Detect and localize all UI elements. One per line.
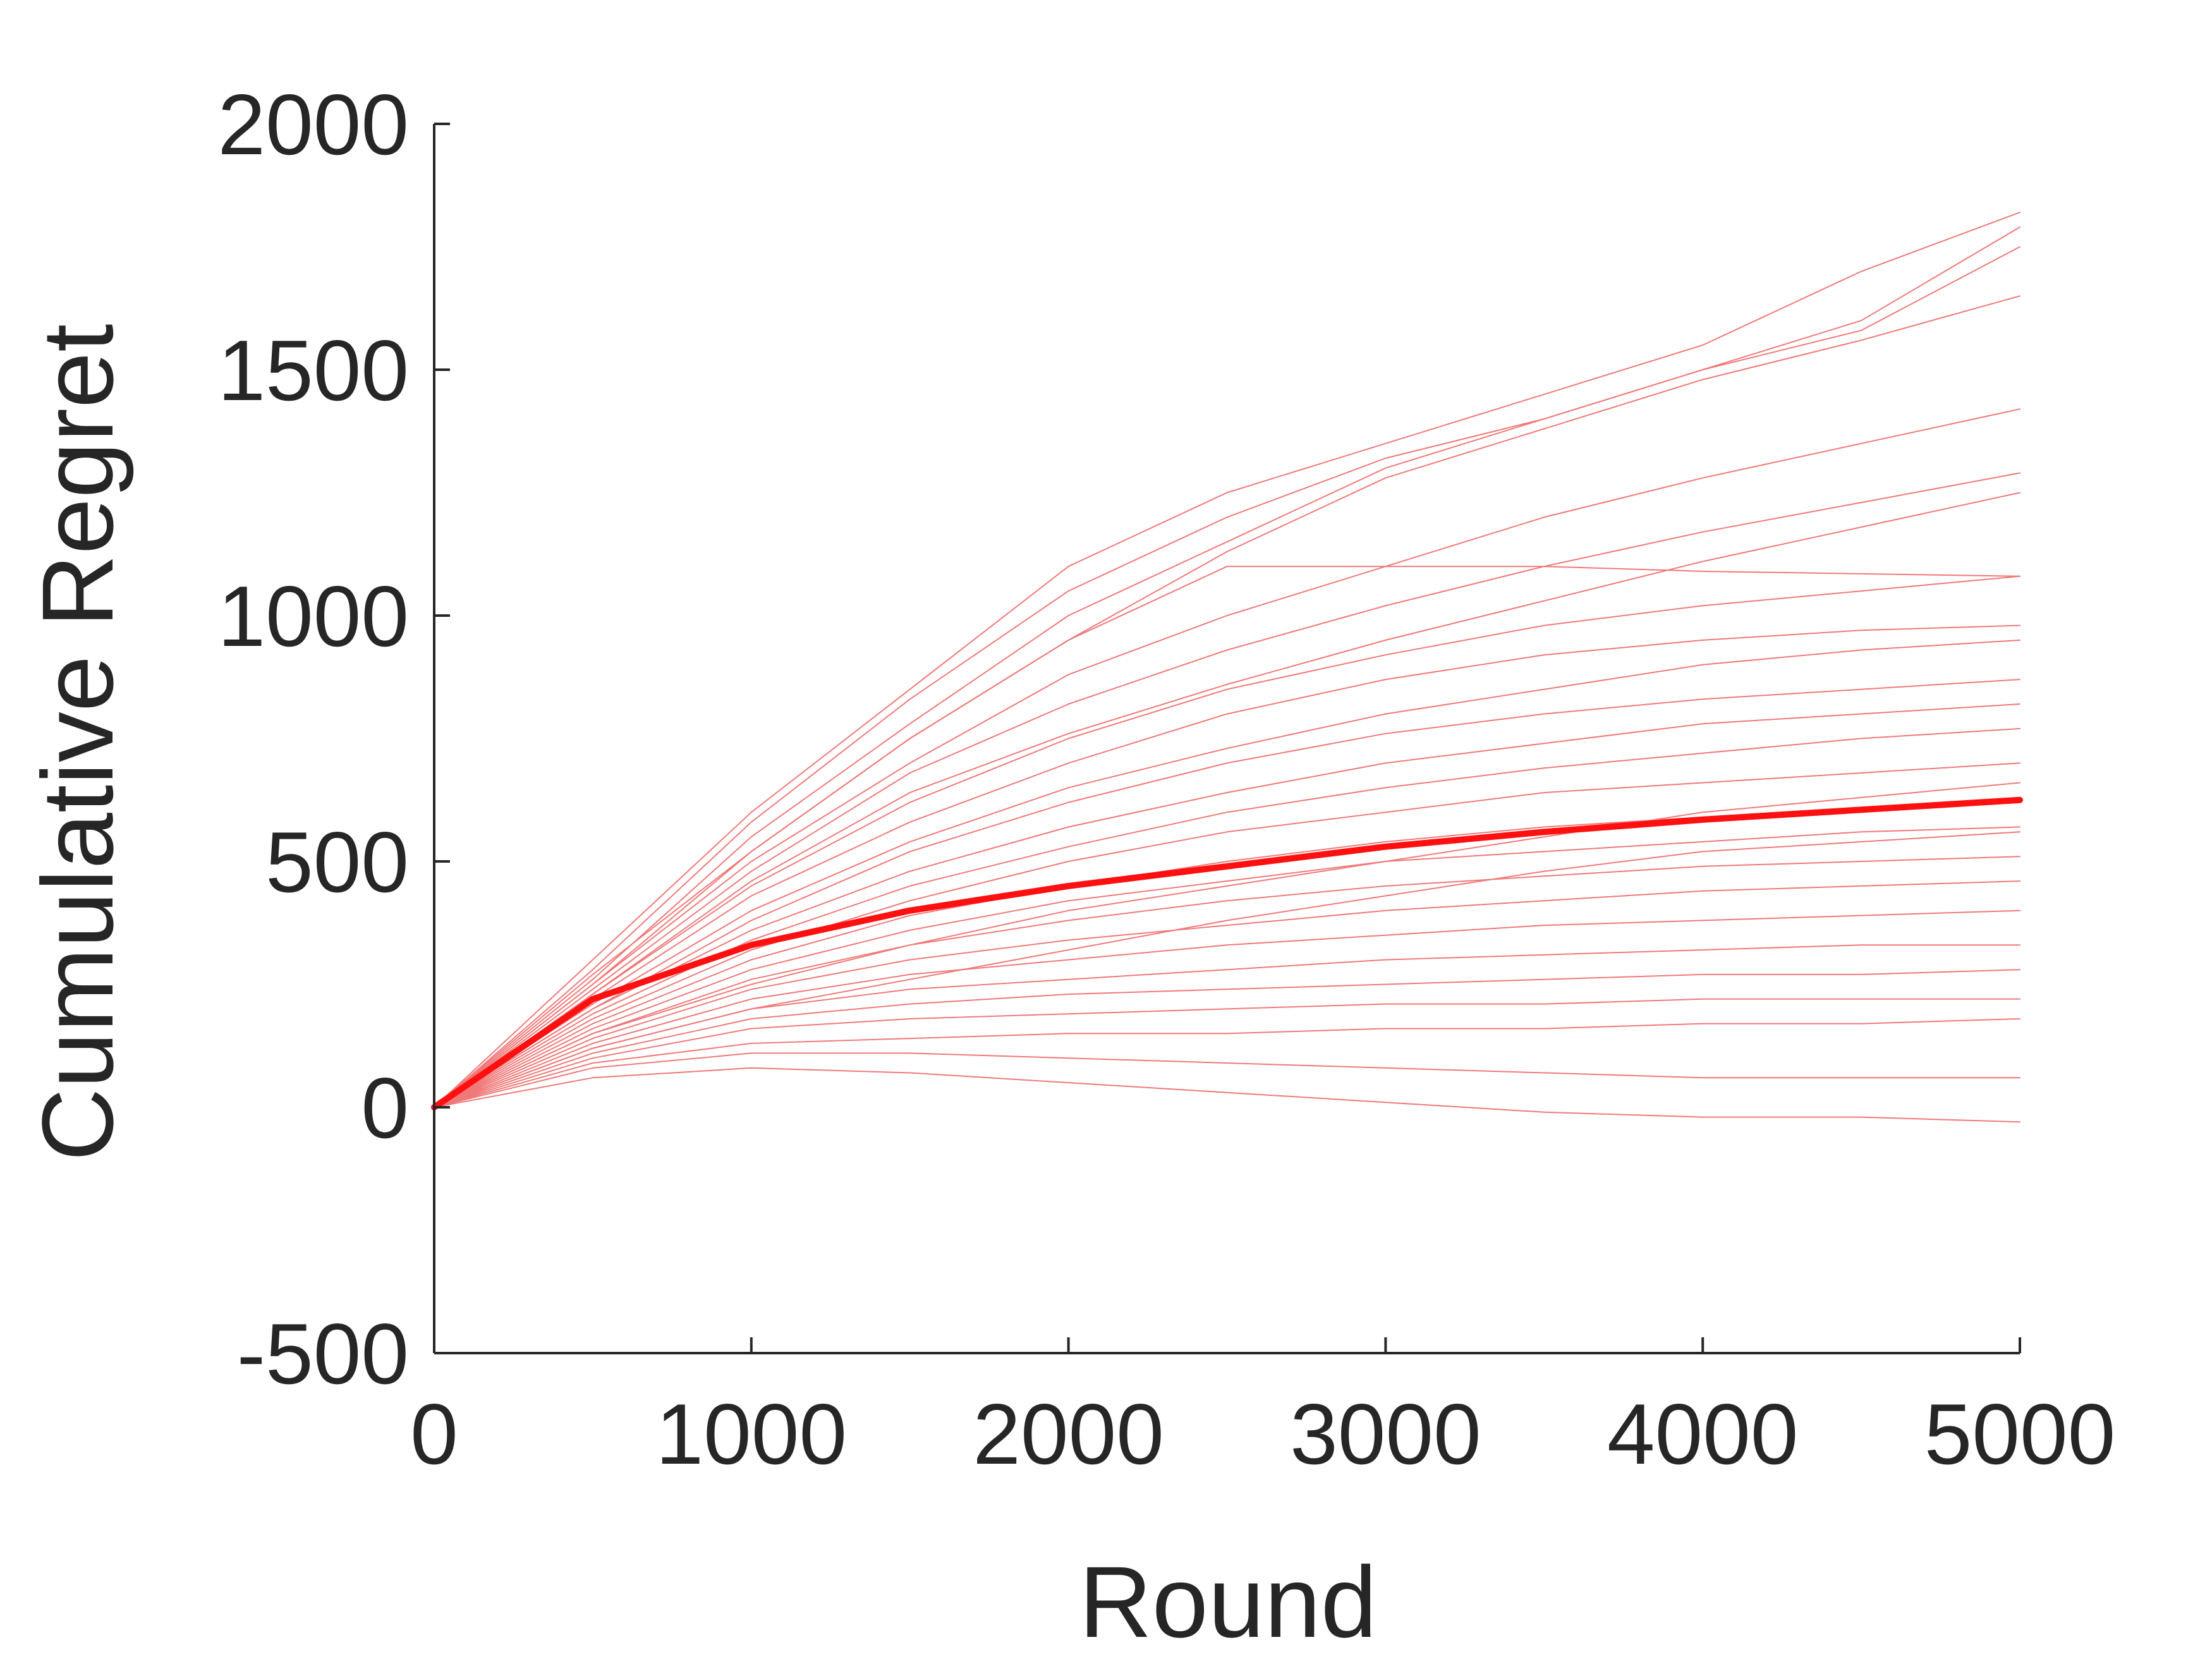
line [434,801,2021,1108]
x-tick-label: 5000 [1924,1386,2116,1482]
line [434,624,2021,1108]
x-tick-label: 4000 [1607,1386,1799,1482]
line [434,566,2021,1108]
line [434,295,2021,1108]
line [434,856,2021,1108]
x-tick-label: 1000 [656,1386,848,1482]
line [434,909,2021,1108]
line [434,575,2021,1108]
x-tick-label: 0 [410,1386,458,1482]
line [434,762,2021,1108]
y-tick-label: 1500 [217,322,409,418]
line [434,1052,2021,1108]
x-tick-label: 3000 [1290,1386,1481,1482]
line [434,639,2021,1108]
x-tick-label: 2000 [973,1386,1164,1482]
line [434,1018,2021,1108]
line [431,796,2023,1110]
line [434,969,2021,1108]
line [434,679,2021,1108]
line [434,703,2021,1108]
y-tick-label: -500 [237,1306,409,1402]
line [434,880,2021,1108]
line [434,226,2021,1108]
x-axis-label: Round [1079,1545,1376,1658]
line [434,408,2021,1108]
line [434,831,2021,1108]
line [434,472,2021,1108]
line [434,782,2021,1108]
y-tick-label: 2000 [217,76,409,173]
y-tick-label: 0 [361,1060,409,1156]
line [434,212,2021,1108]
line [434,492,2021,1108]
y-tick-label: 1000 [217,568,409,664]
y-axis-label: Cumulative Regret [21,324,134,1162]
line [434,826,2021,1108]
y-tick-label: 500 [265,814,409,910]
line [434,1067,2021,1123]
line [434,246,2021,1108]
line [434,998,2021,1108]
